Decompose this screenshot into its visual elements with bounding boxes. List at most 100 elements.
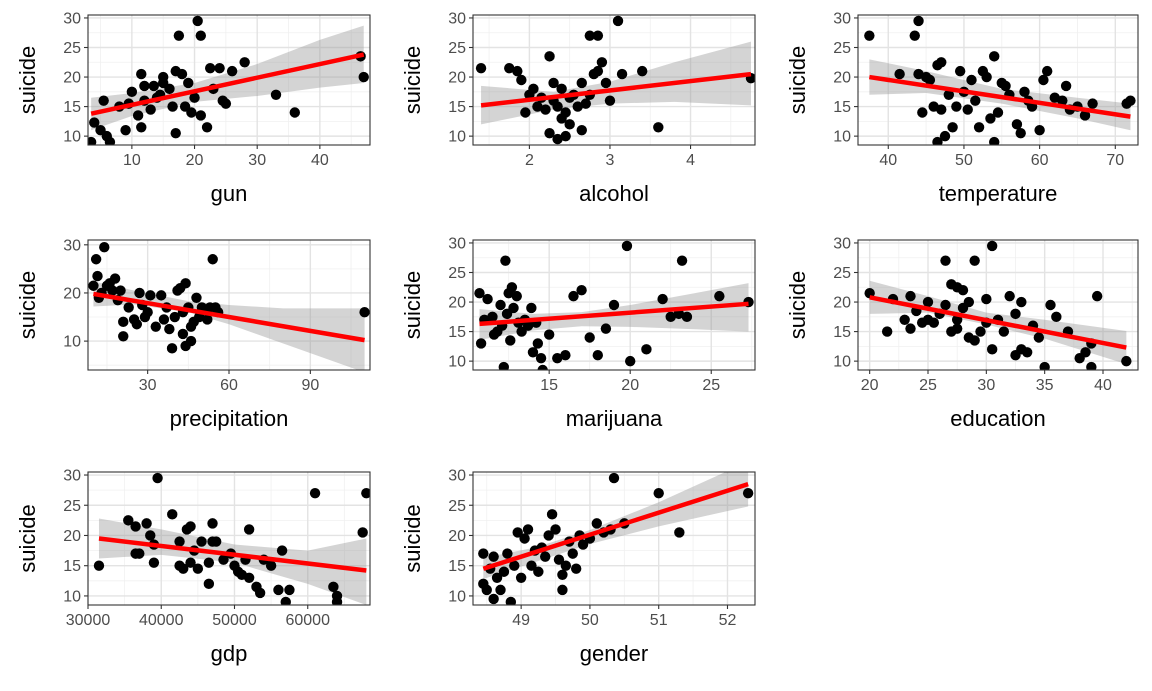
data-point bbox=[481, 584, 492, 596]
data-point bbox=[506, 282, 518, 293]
data-point bbox=[526, 302, 537, 314]
x-axis-title: alcohol bbox=[579, 181, 649, 206]
data-point bbox=[544, 127, 555, 139]
data-point bbox=[185, 557, 196, 568]
data-point bbox=[957, 285, 969, 296]
y-tick-label: 30 bbox=[448, 235, 466, 252]
data-point bbox=[940, 299, 951, 311]
data-point bbox=[1087, 98, 1098, 109]
data-point bbox=[550, 524, 561, 535]
data-point bbox=[894, 68, 905, 80]
data-point bbox=[495, 584, 506, 596]
data-point bbox=[1000, 80, 1011, 92]
y-tick-label: 20 bbox=[833, 70, 851, 87]
data-point bbox=[943, 89, 955, 100]
data-point bbox=[239, 57, 250, 68]
y-tick-label: 15 bbox=[448, 324, 466, 341]
data-point bbox=[498, 566, 510, 577]
y-tick-label: 15 bbox=[448, 99, 466, 116]
data-point bbox=[546, 509, 558, 520]
y-tick-label: 10 bbox=[448, 354, 466, 371]
data-point bbox=[109, 273, 121, 284]
confidence-band bbox=[481, 41, 751, 125]
data-point bbox=[210, 536, 222, 547]
data-point bbox=[951, 323, 963, 334]
data-point bbox=[560, 560, 572, 571]
data-point bbox=[148, 557, 160, 568]
data-point bbox=[674, 527, 685, 538]
x-tick-label: 10 bbox=[123, 152, 141, 169]
data-point bbox=[150, 321, 161, 332]
data-point bbox=[357, 527, 368, 538]
x-tick-label: 4 bbox=[686, 152, 695, 169]
data-point bbox=[989, 51, 1000, 62]
data-point bbox=[653, 487, 664, 499]
y-tick-label: 25 bbox=[448, 40, 466, 57]
data-point bbox=[527, 347, 539, 358]
data-point bbox=[548, 77, 559, 89]
data-point bbox=[936, 57, 947, 68]
data-point bbox=[543, 329, 555, 340]
y-tick-label: 20 bbox=[448, 528, 466, 545]
data-point bbox=[512, 527, 523, 538]
x-axis-title: education bbox=[950, 406, 1045, 431]
data-point bbox=[120, 125, 131, 136]
data-point bbox=[939, 130, 951, 142]
data-point bbox=[136, 68, 147, 80]
data-point bbox=[986, 344, 998, 355]
data-point bbox=[309, 487, 321, 499]
x-tick-label: 90 bbox=[301, 377, 319, 394]
data-point bbox=[641, 344, 652, 355]
y-tick-label: 15 bbox=[63, 558, 81, 575]
data-point bbox=[533, 566, 544, 577]
data-point bbox=[665, 311, 676, 323]
data-point bbox=[591, 518, 603, 529]
data-point bbox=[608, 472, 620, 484]
fit-line bbox=[90, 52, 365, 116]
x-tick-label: 35 bbox=[1036, 377, 1054, 394]
data-point bbox=[592, 350, 603, 361]
data-point bbox=[167, 101, 178, 112]
panel-precipitation: 30 60 90 10 20 30 precipitation suicide bbox=[15, 237, 371, 431]
data-point bbox=[203, 557, 215, 568]
data-point bbox=[742, 487, 754, 499]
data-point bbox=[552, 133, 563, 145]
y-tick-label: 20 bbox=[448, 70, 466, 87]
data-point bbox=[600, 77, 612, 89]
data-point bbox=[500, 255, 511, 266]
x-tick-label: 25 bbox=[702, 377, 720, 394]
data-point bbox=[220, 98, 232, 109]
data-point bbox=[170, 127, 181, 139]
data-point bbox=[104, 136, 116, 145]
x-tick-label: 3 bbox=[606, 152, 615, 169]
x-tick-label: 70 bbox=[1106, 152, 1124, 169]
y-tick-label: 10 bbox=[833, 129, 851, 146]
data-point bbox=[189, 92, 200, 103]
y-tick-label: 20 bbox=[63, 285, 81, 302]
data-point bbox=[584, 30, 596, 41]
y-tick-label: 15 bbox=[448, 558, 466, 575]
y-axis-title: suicide bbox=[15, 46, 40, 114]
x-axis-title: precipitation bbox=[170, 406, 289, 431]
data-point bbox=[475, 62, 487, 74]
data-point bbox=[526, 560, 537, 571]
data-point bbox=[504, 62, 515, 74]
data-point bbox=[474, 287, 485, 299]
x-tick-label: 40 bbox=[311, 152, 329, 169]
data-point bbox=[361, 487, 370, 499]
x-axis-title: gender bbox=[580, 641, 649, 666]
data-point bbox=[1051, 311, 1062, 323]
data-point bbox=[276, 545, 288, 556]
data-point bbox=[1086, 361, 1097, 370]
data-point bbox=[973, 122, 985, 133]
data-point bbox=[502, 548, 513, 559]
data-point bbox=[572, 101, 583, 112]
data-point bbox=[1015, 127, 1026, 139]
data-point bbox=[1079, 110, 1091, 121]
data-point bbox=[612, 15, 624, 27]
y-tick-label: 20 bbox=[448, 295, 466, 312]
data-point bbox=[560, 130, 571, 142]
data-point bbox=[608, 299, 620, 311]
data-point bbox=[552, 352, 563, 364]
data-point bbox=[139, 80, 150, 92]
